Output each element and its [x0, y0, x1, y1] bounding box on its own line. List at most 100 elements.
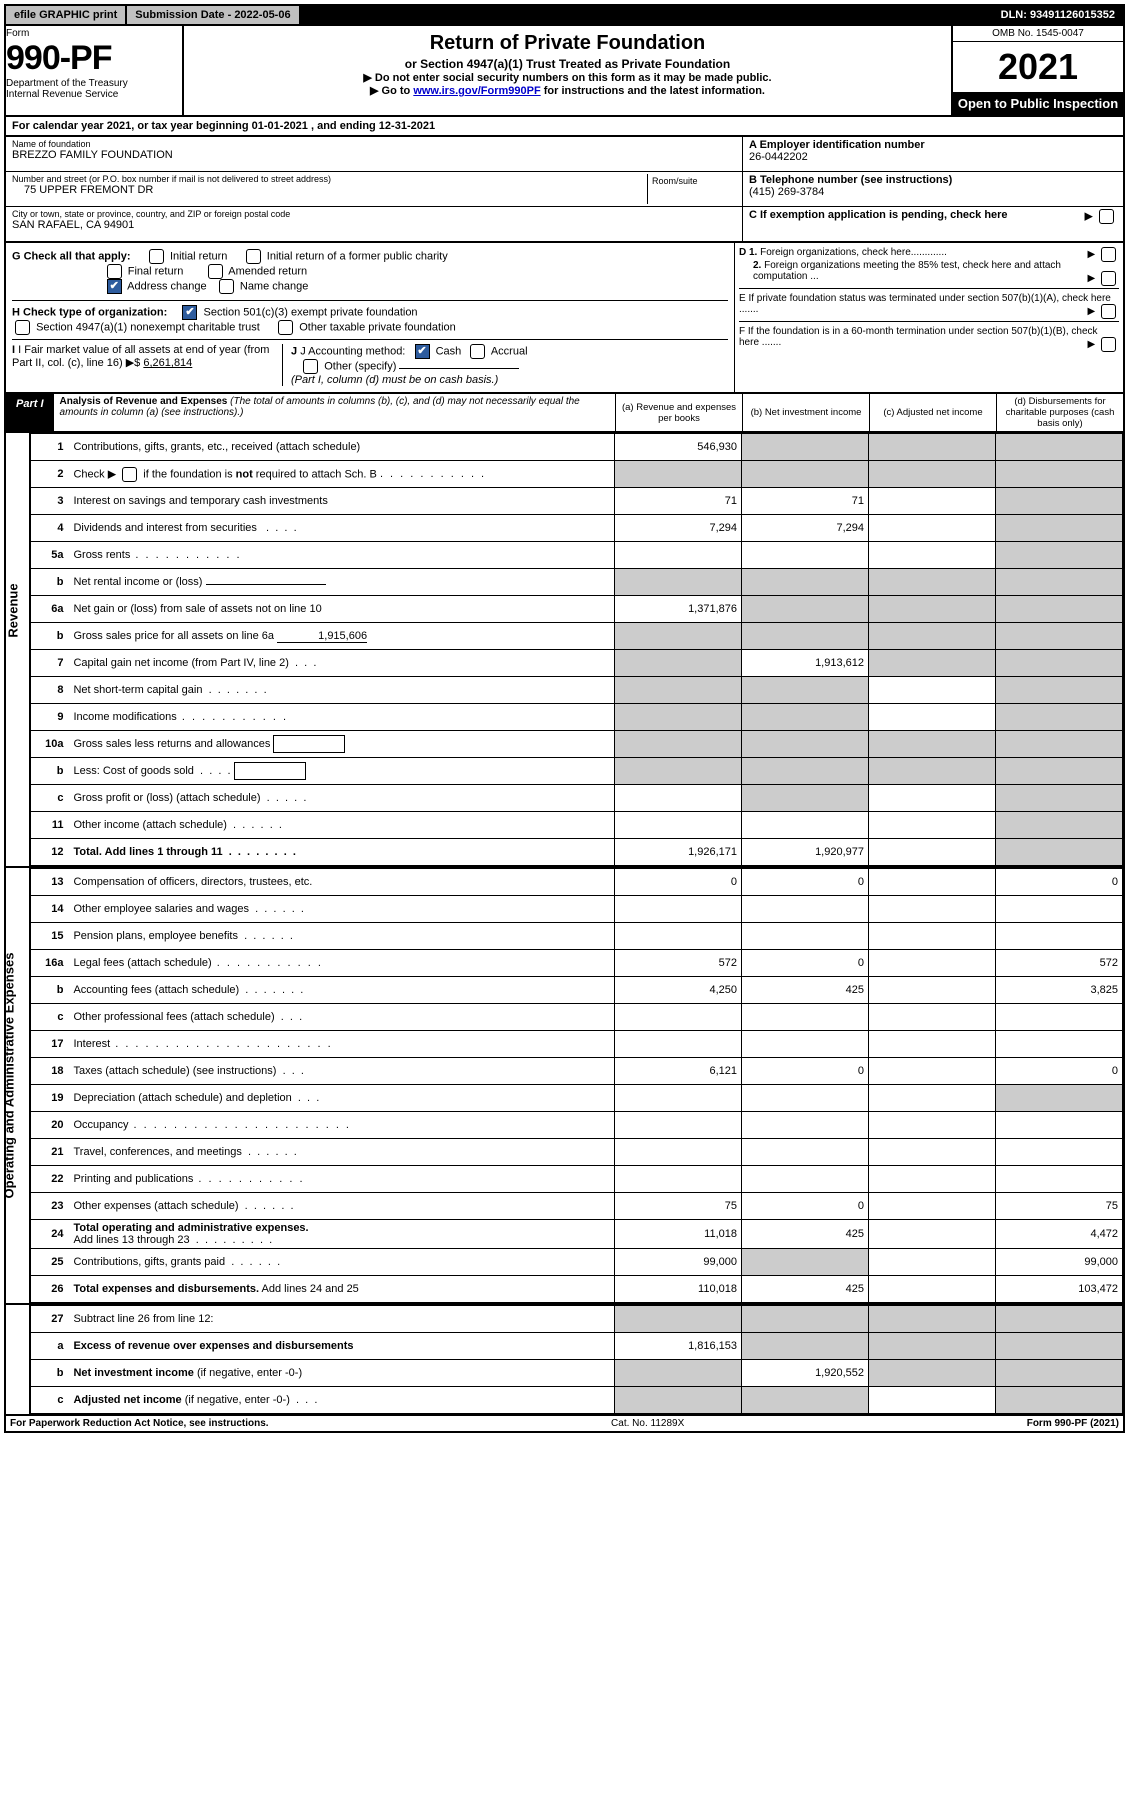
- opt-address: Address change: [127, 280, 207, 292]
- tax-year: 2021: [953, 42, 1123, 92]
- line-20-desc: Occupancy: [69, 1112, 614, 1139]
- submission-date: Submission Date - 2022-05-06: [127, 6, 298, 24]
- line-16b-d: 3,825: [996, 977, 1123, 1004]
- line-2-num: 2: [31, 461, 70, 488]
- form-header: Form 990-PF Department of the Treasury I…: [4, 26, 1125, 117]
- e-row: E If private foundation status was termi…: [739, 288, 1119, 315]
- irs-link[interactable]: www.irs.gov/Form990PF: [413, 85, 540, 97]
- checkbox-schb[interactable]: [122, 467, 137, 482]
- line-6a-num: 6a: [31, 596, 70, 623]
- room-suite-label: Room/suite: [647, 174, 736, 204]
- line-11-num: 11: [31, 812, 70, 839]
- line-5b-desc: Net rental income or (loss): [69, 569, 614, 596]
- calendar-year: For calendar year 2021, or tax year begi…: [4, 117, 1125, 137]
- line-7-num: 7: [31, 650, 70, 677]
- opt-cash: Cash: [436, 345, 462, 357]
- opt-accrual: Accrual: [491, 345, 528, 357]
- line-3-num: 3: [31, 488, 70, 515]
- line-23-desc: Other expenses (attach schedule) . . . .…: [69, 1193, 614, 1220]
- line-14-num: 14: [31, 896, 70, 923]
- line-13-a: 0: [615, 869, 742, 896]
- checkbox-amended[interactable]: [208, 264, 223, 279]
- line-8-desc: Net short-term capital gain . . . . . . …: [69, 677, 614, 704]
- line-18-num: 18: [31, 1058, 70, 1085]
- line-1-num: 1: [31, 434, 70, 461]
- line-23-num: 23: [31, 1193, 70, 1220]
- efile-button[interactable]: efile GRAPHIC print: [6, 6, 125, 24]
- line-16b-a: 4,250: [615, 977, 742, 1004]
- line-21-desc: Travel, conferences, and meetings . . . …: [69, 1139, 614, 1166]
- line-25-num: 25: [31, 1249, 70, 1276]
- line-14-desc: Other employee salaries and wages . . . …: [69, 896, 614, 923]
- part1-header: Part I Analysis of Revenue and Expenses …: [4, 394, 1125, 433]
- entity-info: Name of foundation BREZZO FAMILY FOUNDAT…: [4, 137, 1125, 243]
- checkbox-cash[interactable]: ✔: [415, 344, 430, 359]
- checkbox-e[interactable]: [1101, 304, 1116, 319]
- line-17-desc: Interest: [69, 1031, 614, 1058]
- ein-value: 26-0442202: [749, 151, 1117, 163]
- opt-initial-public: Initial return of a former public charit…: [267, 250, 448, 262]
- line-12-b: 1,920,977: [742, 839, 869, 866]
- opt-other-taxable: Other taxable private foundation: [299, 321, 456, 333]
- checkbox-other-taxable[interactable]: [278, 320, 293, 335]
- line-16b-b: 425: [742, 977, 869, 1004]
- city-label: City or town, state or province, country…: [12, 209, 736, 219]
- line-6b-desc: Gross sales price for all assets on line…: [69, 623, 614, 650]
- part1-badge: Part I: [6, 394, 54, 431]
- checkbox-501c3[interactable]: ✔: [182, 305, 197, 320]
- form-subtitle: or Section 4947(a)(1) Trust Treated as P…: [192, 57, 943, 71]
- checkbox-initial-return[interactable]: [149, 249, 164, 264]
- line-3-a: 71: [615, 488, 742, 515]
- line-16c-desc: Other professional fees (attach schedule…: [69, 1004, 614, 1031]
- line-12-desc: Total. Add lines 1 through 11 . . . . . …: [69, 839, 614, 866]
- j-note: (Part I, column (d) must be on cash basi…: [291, 374, 498, 386]
- checkbox-final-return[interactable]: [107, 264, 122, 279]
- g-label: G Check all that apply:: [12, 250, 131, 262]
- opt-other: Other (specify): [324, 360, 396, 372]
- i-label: I Fair market value of all assets at end…: [12, 344, 269, 369]
- line-6b-num: b: [31, 623, 70, 650]
- line-10b-num: b: [31, 758, 70, 785]
- checkbox-address-change[interactable]: ✔: [107, 279, 122, 294]
- dept-treasury: Department of the Treasury: [6, 78, 176, 89]
- checkbox-c[interactable]: [1099, 209, 1114, 224]
- checkbox-initial-public[interactable]: [246, 249, 261, 264]
- footer-catno: Cat. No. 11289X: [611, 1418, 684, 1429]
- revenue-section: Revenue 1Contributions, gifts, grants, e…: [4, 433, 1125, 866]
- line-27b-desc: Net investment income (if negative, ente…: [69, 1360, 614, 1387]
- line-4-num: 4: [31, 515, 70, 542]
- line-7-b: 1,913,612: [742, 650, 869, 677]
- checkbox-other-method[interactable]: [303, 359, 318, 374]
- line-26-num: 26: [31, 1276, 70, 1303]
- checkbox-d2[interactable]: [1101, 271, 1116, 286]
- ein-label: A Employer identification number: [749, 139, 1117, 151]
- line-27a-desc: Excess of revenue over expenses and disb…: [69, 1333, 614, 1360]
- h-row: H Check type of organization: ✔ Section …: [12, 300, 728, 335]
- line-16a-num: 16a: [31, 950, 70, 977]
- line27-section: 27Subtract line 26 from line 12: aExcess…: [4, 1303, 1125, 1416]
- line-23-b: 0: [742, 1193, 869, 1220]
- line-10b-desc: Less: Cost of goods sold . . . .: [69, 758, 614, 785]
- line-27c-num: c: [31, 1387, 70, 1414]
- ij-row: I I Fair market value of all assets at e…: [12, 339, 728, 386]
- checkbox-name-change[interactable]: [219, 279, 234, 294]
- col-c-head: (c) Adjusted net income: [869, 394, 996, 431]
- line-8-num: 8: [31, 677, 70, 704]
- checkbox-f[interactable]: [1101, 337, 1116, 352]
- col-d-head: (d) Disbursements for charitable purpose…: [996, 394, 1123, 431]
- line-26-desc: Total expenses and disbursements. Add li…: [69, 1276, 614, 1303]
- line-10a-desc: Gross sales less returns and allowances: [69, 731, 614, 758]
- f-row: F If the foundation is in a 60-month ter…: [739, 321, 1119, 348]
- form-word: Form: [6, 28, 176, 39]
- irs-label: Internal Revenue Service: [6, 89, 176, 100]
- checkbox-d1[interactable]: [1101, 247, 1116, 262]
- revenue-side-label: Revenue: [6, 433, 30, 866]
- checkbox-4947[interactable]: [15, 320, 30, 335]
- j-label: J Accounting method:: [300, 345, 405, 357]
- checkbox-accrual[interactable]: [470, 344, 485, 359]
- line-24-b: 425: [742, 1220, 869, 1249]
- opt-final: Final return: [128, 265, 184, 277]
- g-row: G Check all that apply: Initial return I…: [12, 249, 728, 294]
- line-6b-inline: 1,915,606: [277, 630, 367, 643]
- line-25-desc: Contributions, gifts, grants paid . . . …: [69, 1249, 614, 1276]
